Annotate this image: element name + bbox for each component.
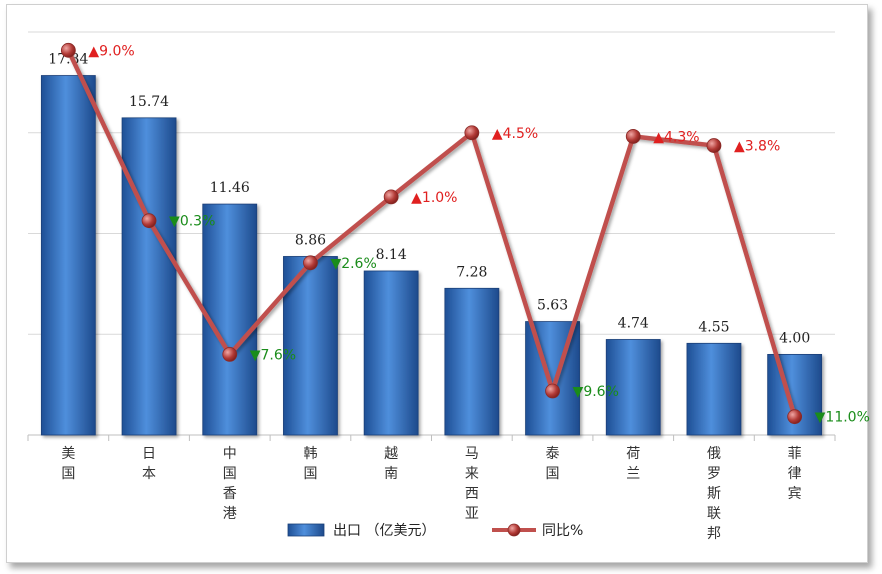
bar (121, 117, 177, 436)
line-point (787, 409, 803, 425)
category-label: 越 (384, 446, 398, 462)
line-value-label: ▲3.8% (734, 139, 780, 155)
category-label: 罗 (707, 466, 721, 482)
bar-value-label: 15.74 (129, 94, 169, 110)
category-label: 日 (142, 446, 156, 462)
bar (202, 203, 258, 436)
line-point (706, 138, 722, 153)
category-label: 港 (223, 506, 237, 522)
line-value-label: ▲1.0% (411, 190, 457, 206)
category-label: 国 (61, 466, 75, 482)
category-label: 斯 (707, 486, 721, 502)
category-label: 律 (788, 466, 802, 482)
legend-line-marker (507, 523, 521, 537)
bar-value-label: 8.86 (295, 232, 326, 248)
line-value-label: ▼9.6% (573, 384, 619, 400)
line-value-label: ▼7.6% (250, 347, 296, 363)
bar-value-label: 5.63 (537, 298, 568, 314)
category-label: 南 (384, 466, 398, 482)
bar-value-label: 8.14 (376, 247, 407, 263)
bar (605, 339, 661, 436)
category-label: 联 (707, 506, 721, 522)
line-value-label: ▼11.0% (815, 410, 870, 426)
line-value-label: ▲4.5% (492, 126, 538, 142)
line-point (625, 129, 641, 144)
line-series (66, 49, 797, 418)
bar (40, 75, 96, 436)
category-label: 荷 (626, 446, 640, 462)
category-label: 宾 (788, 486, 802, 502)
bar (444, 287, 500, 436)
line-value-label: ▼2.6% (330, 256, 376, 272)
line-value-label: ▲9.0% (88, 43, 134, 59)
bar (686, 342, 742, 436)
category-label: 亚 (465, 506, 479, 522)
legend-line-label: 同比% (542, 523, 583, 539)
line-point (545, 383, 560, 399)
line-point (303, 255, 318, 271)
category-label: 马 (465, 446, 479, 462)
bar-value-label: 11.46 (210, 180, 250, 196)
category-label: 邦 (707, 526, 721, 542)
bar (363, 270, 419, 436)
category-label: 香 (223, 486, 237, 502)
category-label: 泰 (546, 446, 560, 462)
line-value-label: ▼0.3% (169, 214, 215, 230)
category-label: 西 (465, 486, 479, 502)
category-label: 菲 (788, 446, 802, 462)
category-label: 来 (465, 466, 479, 482)
category-label: 兰 (626, 466, 640, 482)
bar-value-label: 4.74 (618, 315, 649, 331)
category-label: 本 (142, 466, 156, 482)
category-label: 韩 (303, 446, 317, 462)
category-label: 中 (223, 446, 237, 462)
bar-value-label: 4.55 (698, 319, 729, 335)
category-label: 国 (303, 466, 317, 482)
legend-bar-swatch (287, 523, 325, 537)
category-label: 国 (223, 466, 237, 482)
line-value-label: ▲4.3% (653, 129, 699, 145)
bar-value-label: 7.28 (456, 264, 487, 280)
line-point (141, 213, 157, 229)
line-point (464, 125, 480, 141)
bar-value-label: 17.84 (48, 52, 88, 68)
line-point (383, 189, 399, 205)
line-point (222, 346, 238, 362)
category-label: 国 (546, 466, 560, 482)
line-point (60, 42, 76, 58)
bar-value-label: 4.00 (779, 330, 810, 346)
legend-bar-label: 出口 （亿美元） (333, 523, 435, 539)
category-label: 美 (61, 446, 75, 462)
category-label: 俄 (707, 446, 721, 462)
